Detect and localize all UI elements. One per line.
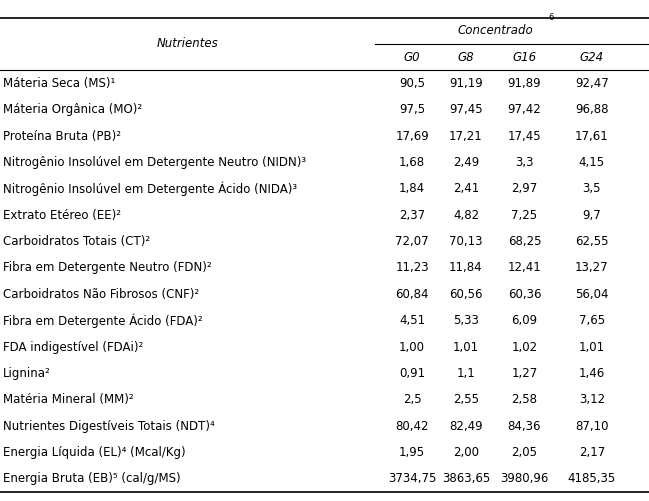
- Text: Concentrado: Concentrado: [458, 24, 533, 37]
- Text: 13,27: 13,27: [575, 262, 609, 275]
- Text: 60,84: 60,84: [395, 288, 429, 301]
- Text: 91,89: 91,89: [508, 77, 541, 90]
- Text: 2,55: 2,55: [453, 393, 479, 406]
- Text: 91,19: 91,19: [449, 77, 483, 90]
- Text: 11,84: 11,84: [449, 262, 483, 275]
- Text: 72,07: 72,07: [395, 235, 429, 248]
- Text: Extrato Etéreo (EE)²: Extrato Etéreo (EE)²: [3, 209, 121, 222]
- Text: 1,95: 1,95: [399, 446, 425, 459]
- Text: 4,15: 4,15: [579, 156, 605, 169]
- Text: 60,36: 60,36: [508, 288, 541, 301]
- Text: Nitrogênio Insolúvel em Detergente Ácido (NIDA)³: Nitrogênio Insolúvel em Detergente Ácido…: [3, 182, 297, 196]
- Text: G0: G0: [404, 51, 421, 64]
- Text: Proteína Bruta (PB)²: Proteína Bruta (PB)²: [3, 130, 121, 143]
- Text: 2,17: 2,17: [579, 446, 605, 459]
- Text: 90,5: 90,5: [399, 77, 425, 90]
- Text: 3863,65: 3863,65: [442, 472, 490, 485]
- Text: 17,45: 17,45: [508, 130, 541, 143]
- Text: Nutrientes Digestíveis Totais (NDT)⁴: Nutrientes Digestíveis Totais (NDT)⁴: [3, 419, 215, 432]
- Text: 0,91: 0,91: [399, 367, 425, 380]
- Text: 2,05: 2,05: [511, 446, 537, 459]
- Text: Fibra em Detergente Neutro (FDN)²: Fibra em Detergente Neutro (FDN)²: [3, 262, 212, 275]
- Text: 62,55: 62,55: [575, 235, 609, 248]
- Text: 2,5: 2,5: [403, 393, 421, 406]
- Text: 1,27: 1,27: [511, 367, 537, 380]
- Text: 4,51: 4,51: [399, 314, 425, 327]
- Text: 1,84: 1,84: [399, 182, 425, 195]
- Text: 17,21: 17,21: [449, 130, 483, 143]
- Text: G24: G24: [580, 51, 604, 64]
- Text: 3734,75: 3734,75: [388, 472, 436, 485]
- Text: 6: 6: [548, 13, 554, 22]
- Text: Carboidratos Totais (CT)²: Carboidratos Totais (CT)²: [3, 235, 151, 248]
- Text: 2,49: 2,49: [453, 156, 479, 169]
- Text: 80,42: 80,42: [395, 419, 429, 432]
- Text: Fibra em Detergente Ácido (FDA)²: Fibra em Detergente Ácido (FDA)²: [3, 314, 203, 328]
- Text: 3,12: 3,12: [579, 393, 605, 406]
- Text: Máteria Orgânica (MO)²: Máteria Orgânica (MO)²: [3, 103, 142, 116]
- Text: 68,25: 68,25: [508, 235, 541, 248]
- Text: 2,97: 2,97: [511, 182, 537, 195]
- Text: Nutrientes: Nutrientes: [156, 38, 219, 51]
- Text: 82,49: 82,49: [449, 419, 483, 432]
- Text: 17,61: 17,61: [575, 130, 609, 143]
- Text: 97,45: 97,45: [449, 103, 483, 116]
- Text: 1,00: 1,00: [399, 341, 425, 354]
- Text: 1,1: 1,1: [457, 367, 475, 380]
- Text: Carboidratos Não Fibrosos (CNF)²: Carboidratos Não Fibrosos (CNF)²: [3, 288, 199, 301]
- Text: 3980,96: 3980,96: [500, 472, 548, 485]
- Text: 9,7: 9,7: [583, 209, 601, 222]
- Text: 17,69: 17,69: [395, 130, 429, 143]
- Text: 60,56: 60,56: [449, 288, 483, 301]
- Text: G8: G8: [458, 51, 474, 64]
- Text: 5,33: 5,33: [453, 314, 479, 327]
- Text: 2,58: 2,58: [511, 393, 537, 406]
- Text: 7,25: 7,25: [511, 209, 537, 222]
- Text: 2,00: 2,00: [453, 446, 479, 459]
- Text: 97,42: 97,42: [508, 103, 541, 116]
- Text: 1,46: 1,46: [579, 367, 605, 380]
- Text: 87,10: 87,10: [575, 419, 609, 432]
- Text: 84,36: 84,36: [508, 419, 541, 432]
- Text: 70,13: 70,13: [449, 235, 483, 248]
- Text: Lignina²: Lignina²: [3, 367, 51, 380]
- Text: 1,01: 1,01: [453, 341, 479, 354]
- Text: 12,41: 12,41: [508, 262, 541, 275]
- Text: 92,47: 92,47: [575, 77, 609, 90]
- Text: Energia Líquida (EL)⁴ (Mcal/Kg): Energia Líquida (EL)⁴ (Mcal/Kg): [3, 446, 186, 459]
- Text: 1,02: 1,02: [511, 341, 537, 354]
- Text: Nitrogênio Insolúvel em Detergente Neutro (NIDN)³: Nitrogênio Insolúvel em Detergente Neutr…: [3, 156, 306, 169]
- Text: 7,65: 7,65: [579, 314, 605, 327]
- Text: 1,01: 1,01: [579, 341, 605, 354]
- Text: 2,37: 2,37: [399, 209, 425, 222]
- Text: 96,88: 96,88: [575, 103, 609, 116]
- Text: Máteria Seca (MS)¹: Máteria Seca (MS)¹: [3, 77, 116, 90]
- Text: 4185,35: 4185,35: [568, 472, 616, 485]
- Text: 56,04: 56,04: [575, 288, 609, 301]
- Text: 3,5: 3,5: [583, 182, 601, 195]
- Text: 2,41: 2,41: [453, 182, 479, 195]
- Text: 3,3: 3,3: [515, 156, 533, 169]
- Text: 97,5: 97,5: [399, 103, 425, 116]
- Text: FDA indigestível (FDAi)²: FDA indigestível (FDAi)²: [3, 341, 143, 354]
- Text: 1,68: 1,68: [399, 156, 425, 169]
- Text: 6,09: 6,09: [511, 314, 537, 327]
- Text: Matéria Mineral (MM)²: Matéria Mineral (MM)²: [3, 393, 134, 406]
- Text: 11,23: 11,23: [395, 262, 429, 275]
- Text: Energia Bruta (EB)⁵ (cal/g/MS): Energia Bruta (EB)⁵ (cal/g/MS): [3, 472, 181, 485]
- Text: G16: G16: [512, 51, 537, 64]
- Text: 4,82: 4,82: [453, 209, 479, 222]
